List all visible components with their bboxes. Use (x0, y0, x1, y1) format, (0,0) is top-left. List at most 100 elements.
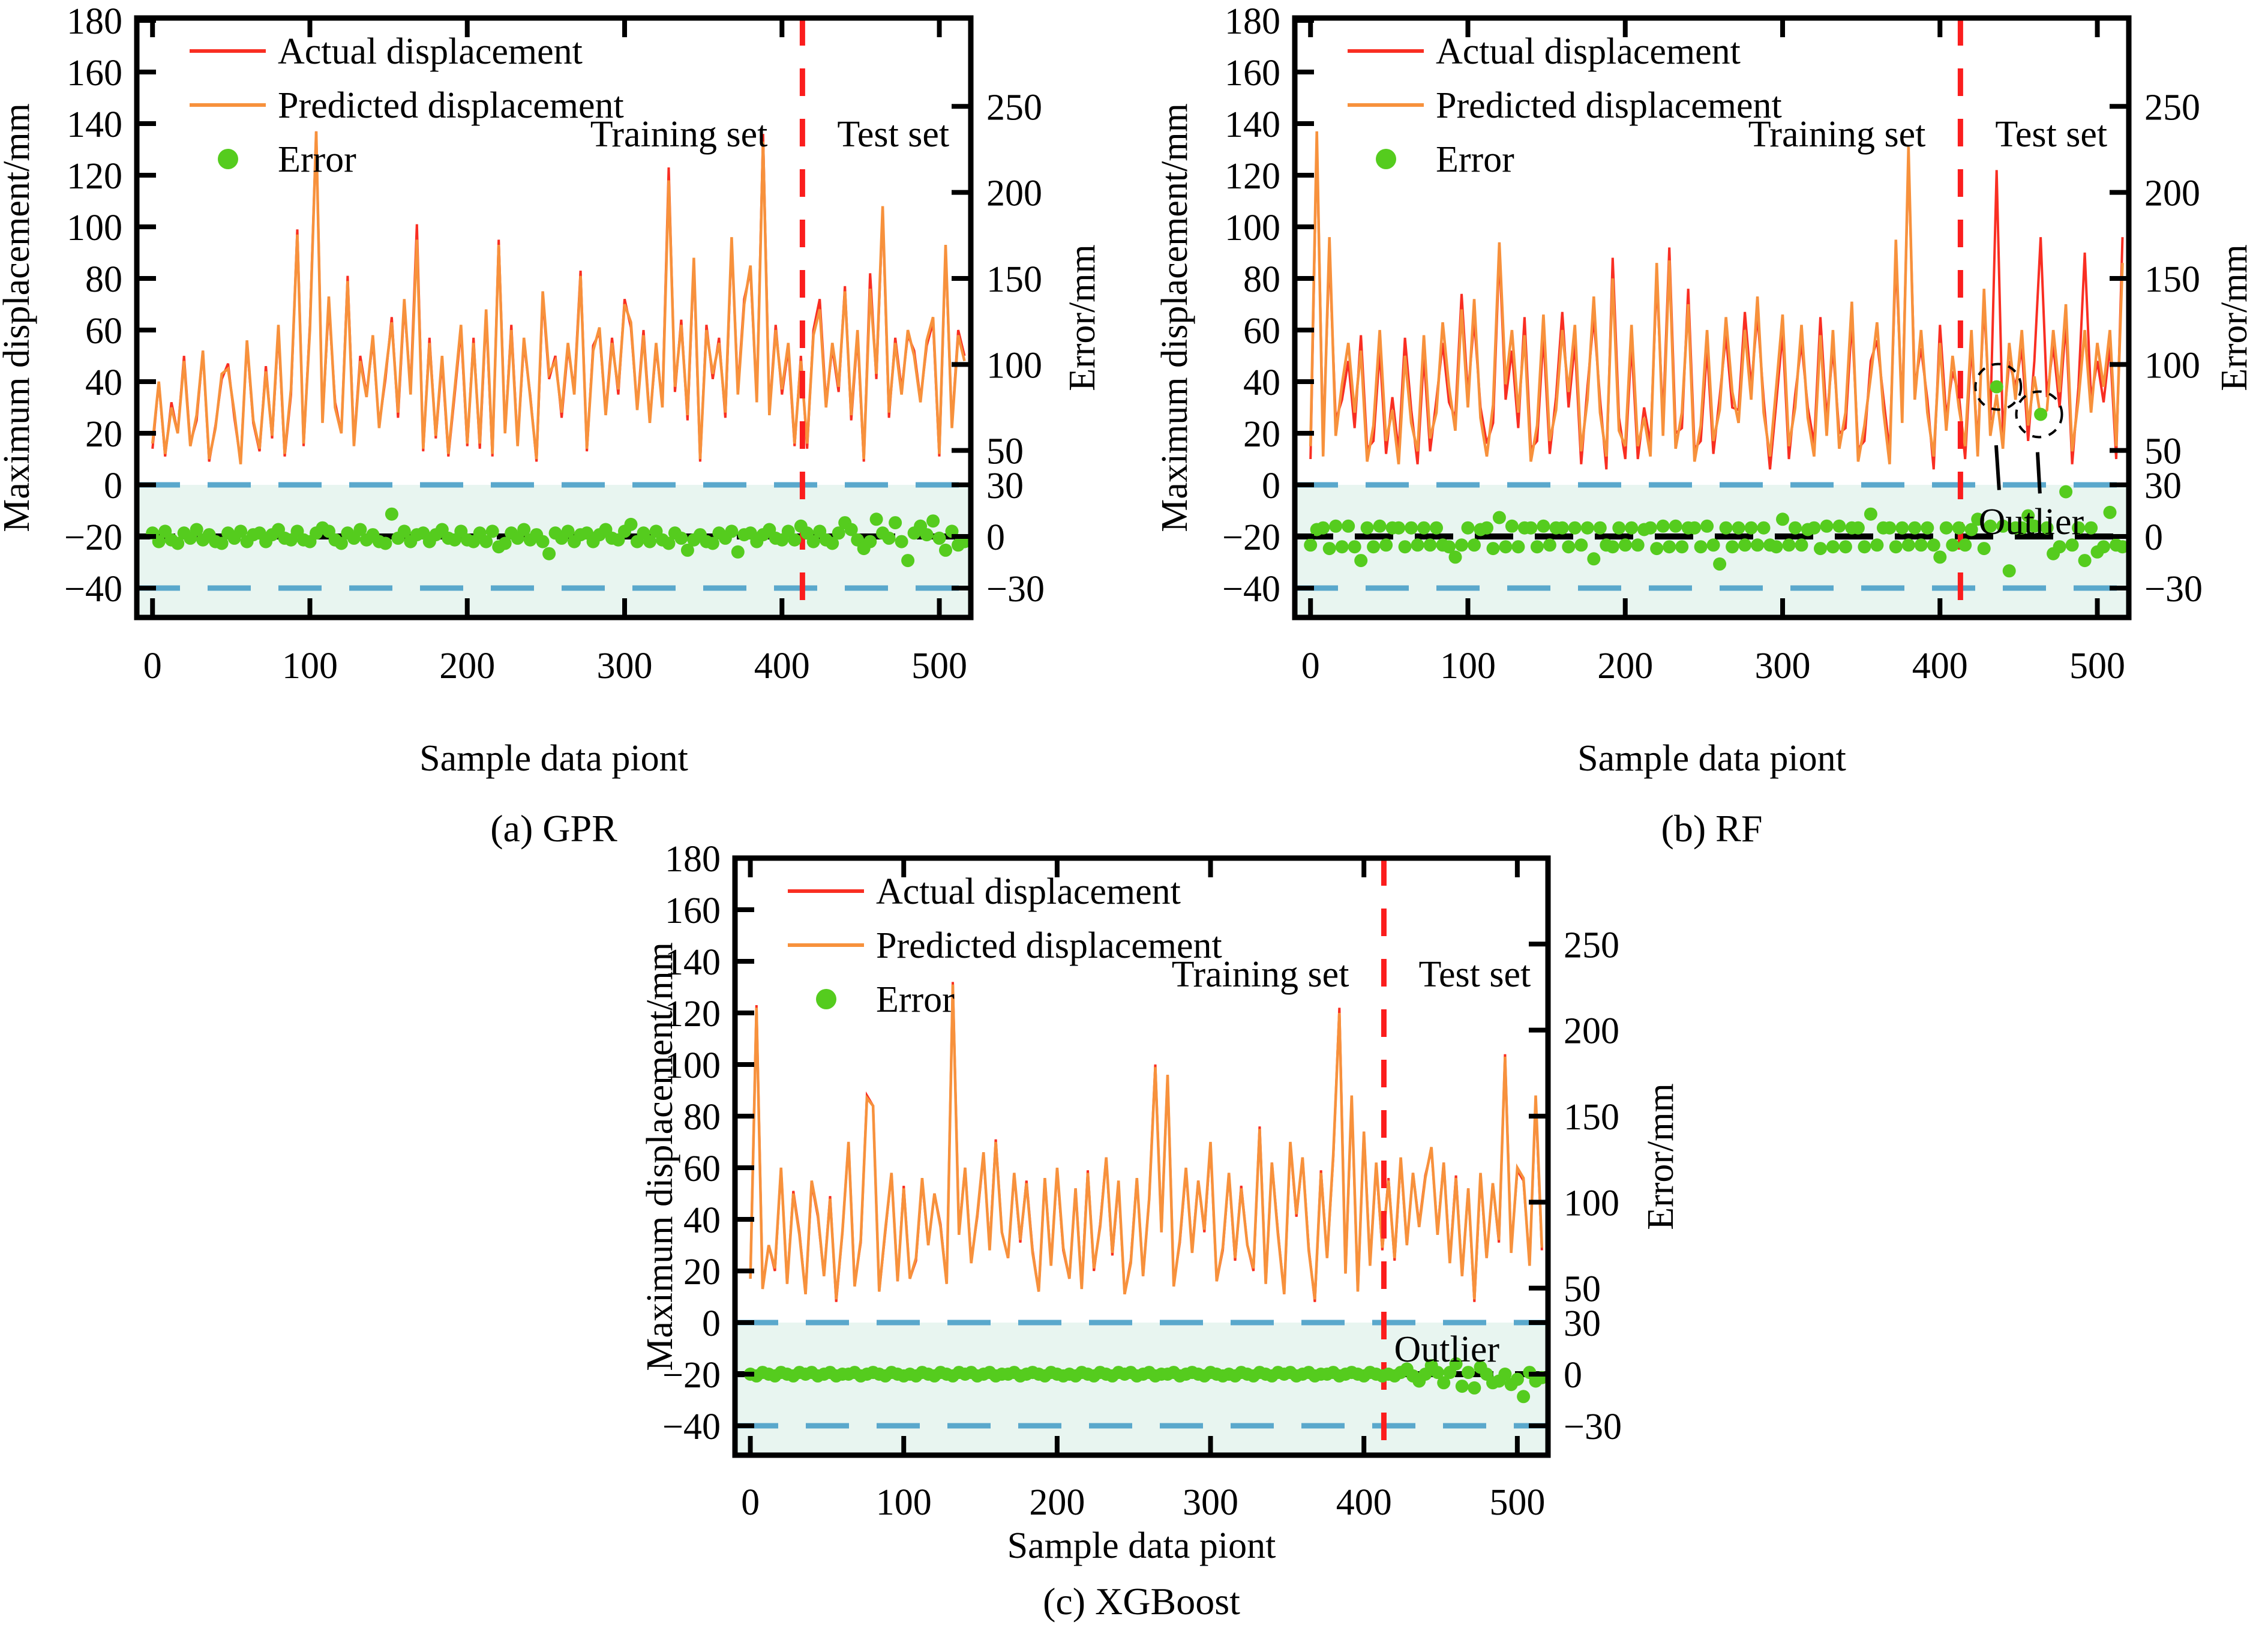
error-point (920, 528, 934, 542)
error-point (1568, 521, 1582, 535)
error-point (1587, 552, 1601, 566)
error-point (536, 535, 550, 548)
error-point (844, 523, 858, 536)
error-point (1921, 521, 1934, 535)
error-point (1625, 521, 1639, 535)
error-point (498, 536, 512, 550)
y-tick-label-left: 160 (665, 891, 721, 931)
legend-item-actual: Actual displacement (1348, 31, 1741, 72)
error-point (1618, 538, 1632, 552)
error-point (1732, 521, 1745, 535)
error-point (1688, 521, 1702, 535)
error-point (901, 554, 915, 568)
y-tick-label-right: −30 (1564, 1407, 1622, 1447)
error-point (1524, 521, 1538, 535)
error-point (1795, 538, 1808, 552)
x-tick-label: 300 (1183, 1482, 1238, 1523)
error-point (1820, 519, 1834, 533)
error-point (2059, 485, 2073, 499)
y-tick-label-left: −20 (662, 1355, 721, 1396)
predicted-displacement-line (151, 131, 966, 464)
legend-item-error: Error (816, 979, 955, 1020)
x-tick-label: 100 (1440, 646, 1496, 686)
y-tick-label-left: 80 (1243, 259, 1280, 300)
error-point (1449, 1357, 1463, 1371)
y-tick-label-left: −40 (64, 569, 122, 610)
y-axis-title-right: Error/mm (1062, 244, 1103, 391)
error-point (731, 545, 745, 559)
y-tick-label-right: 30 (986, 466, 1024, 506)
error-point (806, 535, 820, 548)
error-point (1468, 1381, 1481, 1395)
error-point (1901, 538, 1915, 552)
y-tick-label-right: 150 (1564, 1097, 1619, 1138)
error-point (1348, 540, 1361, 554)
error-point (1990, 380, 2003, 394)
error-point (1832, 519, 1846, 533)
error-point (1939, 521, 1953, 535)
error-band (735, 1322, 1548, 1455)
chart-c: Outlier Training set Test set Actual displa… (640, 839, 1681, 1623)
error-point (680, 543, 694, 557)
y-axis-title-right: Error/mm (1640, 1083, 1681, 1230)
y-tick-label-right: 250 (986, 87, 1042, 128)
error-point (2078, 554, 2092, 568)
outlier-pointer-line (2035, 452, 2042, 494)
legend-item-actual: Actual displacement (788, 871, 1181, 912)
error-point (826, 536, 839, 550)
error-points (1304, 380, 2129, 578)
y-tick-label-right: 50 (1564, 1269, 1601, 1310)
y-tick-label-left: 120 (1225, 156, 1280, 197)
x-tick-label: 200 (1597, 646, 1653, 686)
error-point (1430, 1366, 1444, 1380)
y-tick-label-right: 0 (2144, 517, 2163, 558)
error-points (743, 1357, 1549, 1404)
error-point (1562, 540, 1576, 554)
error-point (1744, 521, 1758, 535)
error-point (1335, 540, 1349, 554)
error-point (895, 535, 908, 548)
y-ticks-left: 180 160 140 120 100 80 60 40 20 0 −20 −40 (64, 1, 156, 610)
test-set-label: Test set (837, 114, 949, 155)
training-set-label: Training set (1748, 114, 1926, 155)
error-point (2097, 540, 2110, 554)
error-point (1782, 538, 1796, 552)
error-point (1373, 519, 1387, 533)
y-tick-label-left: 20 (85, 414, 122, 455)
x-axis-title: Sample data piont (419, 738, 688, 779)
error-point (1379, 538, 1393, 552)
error-point (1789, 521, 1802, 535)
error-point (1807, 521, 1821, 535)
plot-frame (732, 855, 1551, 1458)
error-point (1492, 511, 1506, 524)
y-tick-label-left: 180 (665, 839, 721, 880)
x-ticks: 0 100 200 300 400 500 (741, 858, 1545, 1523)
y-tick-label-right: −30 (2144, 569, 2203, 610)
y-tick-label-right: 30 (2144, 466, 2182, 506)
x-tick-label: 300 (597, 646, 653, 686)
error-point (2116, 540, 2129, 554)
error-point (1437, 1376, 1451, 1390)
y-tick-label-left: 20 (1243, 414, 1280, 455)
error-point (1398, 540, 1412, 554)
error-point (1977, 542, 1991, 556)
y-tick-label-left: 40 (683, 1200, 721, 1241)
y-ticks-left: 180 160 140 120 100 80 60 40 20 0 −20 −40 (1222, 1, 1314, 610)
error-point (2027, 519, 2041, 533)
plot-frame (134, 15, 974, 620)
test-set-label: Test set (1995, 114, 2107, 155)
chart-caption: (a) GPR (490, 807, 617, 850)
error-point (662, 536, 676, 550)
error-point (1838, 540, 1852, 554)
error-point (1498, 1368, 1512, 1381)
error-point (1656, 519, 1670, 533)
error-point (2002, 564, 2016, 578)
y-tick-label-left: −40 (1222, 569, 1280, 610)
legend-error-label: Error (278, 139, 356, 180)
y-tick-label-left: 60 (683, 1149, 721, 1189)
error-point (2034, 407, 2048, 421)
training-set-label: Training set (590, 114, 768, 155)
x-axis-title: Sample data piont (1007, 1525, 1276, 1566)
error-point (1543, 538, 1556, 552)
